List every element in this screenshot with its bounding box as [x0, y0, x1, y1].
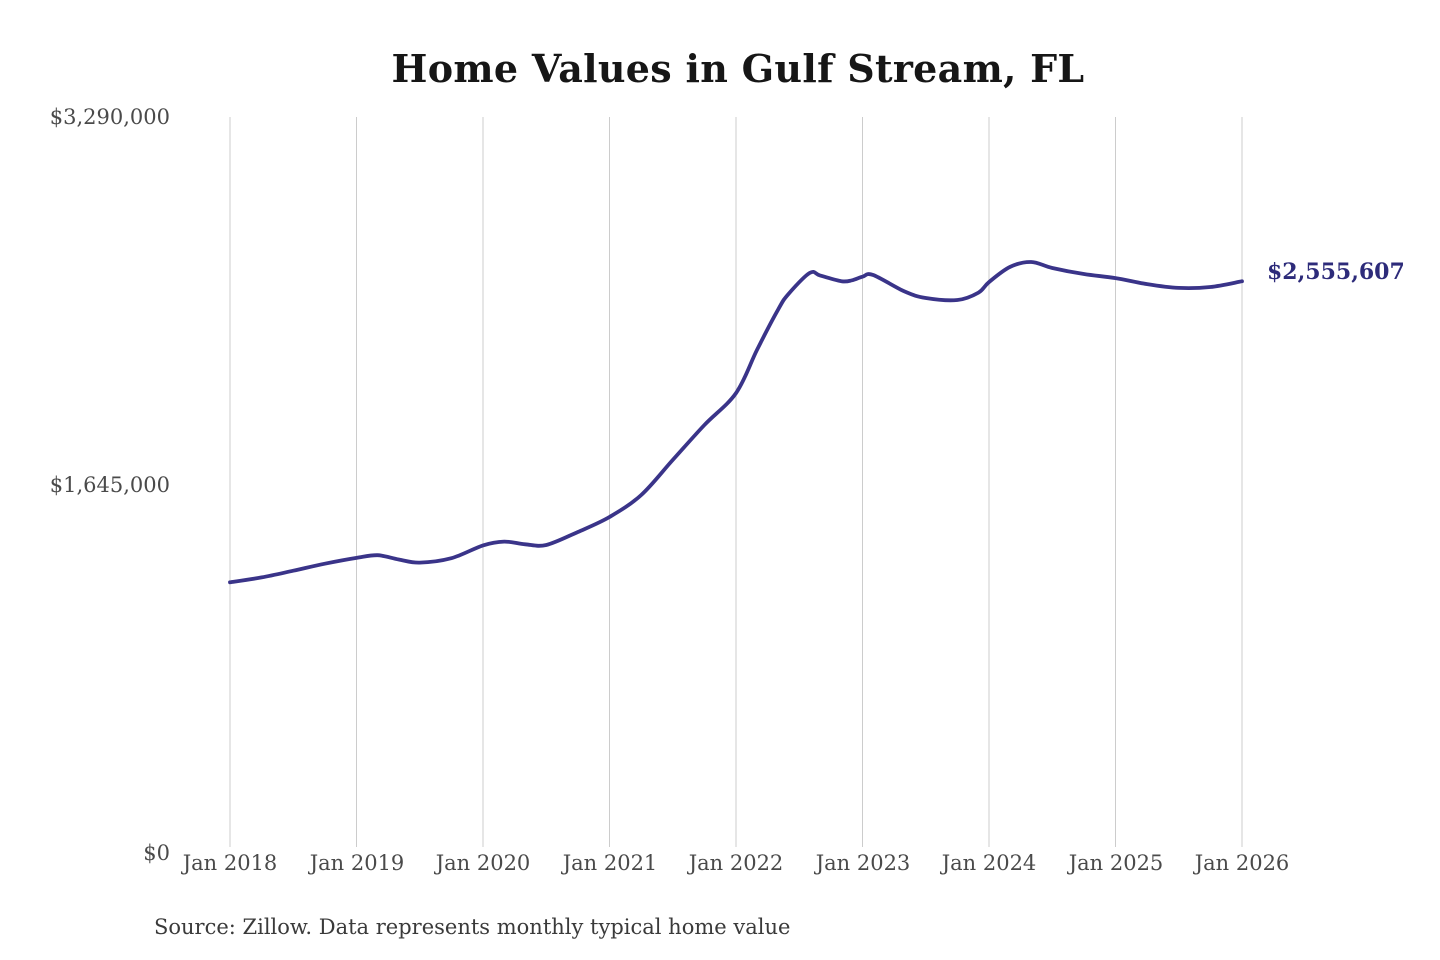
- x-axis-tick-label: Jan 2023: [815, 851, 911, 875]
- chart-title: Home Values in Gulf Stream, FL: [391, 46, 1085, 91]
- current-value-label: $2,555,607: [1267, 259, 1405, 285]
- x-axis-tick-label: Jan 2018: [182, 851, 278, 875]
- x-axis-tick-label: Jan 2020: [435, 851, 531, 875]
- x-axis-tick-label: Jan 2026: [1194, 851, 1290, 875]
- y-axis-tick-label: $3,290,000: [49, 105, 170, 129]
- x-axis-tick-label: Jan 2024: [941, 851, 1037, 875]
- source-note: Source: Zillow. Data represents monthly …: [154, 915, 791, 939]
- x-axis-tick-label: Jan 2021: [562, 851, 658, 875]
- x-axis-tick-label: Jan 2019: [309, 851, 405, 875]
- home-value-series-line: [228, 260, 1244, 585]
- x-axis-tick-label: Jan 2025: [1068, 851, 1164, 875]
- x-axis-tick-label: Jan 2022: [688, 851, 784, 875]
- y-axis-tick-label: $1,645,000: [49, 473, 170, 497]
- y-axis-tick-label: $0: [143, 841, 170, 865]
